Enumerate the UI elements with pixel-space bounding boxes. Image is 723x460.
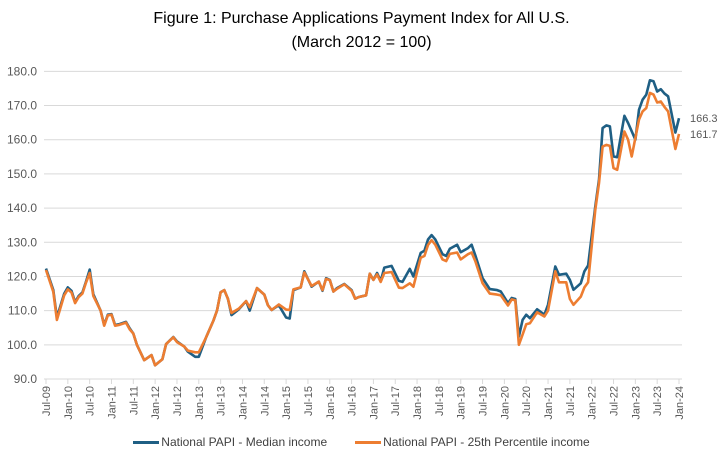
x-tick-label: Jul-12 <box>172 386 184 416</box>
x-tick-label: Jul-18 <box>434 386 446 416</box>
y-tick-label: 100.0 <box>7 338 37 352</box>
x-tick-label: Jul-21 <box>565 386 577 416</box>
x-tick-label: Jan-15 <box>281 386 293 420</box>
legend: National PAPI - Median income National P… <box>0 435 723 449</box>
x-tick-label: Jul-16 <box>347 386 359 416</box>
y-tick-label: 120.0 <box>7 269 37 283</box>
x-tick-label: Jul-22 <box>609 386 621 416</box>
x-tick-label: Jul-09 <box>41 386 53 416</box>
x-tick-label: Jan-16 <box>325 386 337 420</box>
legend-item-25th: National PAPI - 25th Percentile income <box>355 435 590 449</box>
y-tick-label: 90.0 <box>14 372 38 386</box>
y-tick-label: 140.0 <box>7 201 37 215</box>
x-tick-label: Jan-13 <box>194 386 206 420</box>
legend-item-median: National PAPI - Median income <box>133 435 327 449</box>
x-tick-label: Jan-22 <box>587 386 599 420</box>
series-line-25th-percentile <box>44 91 681 367</box>
x-tick-label: Jul-23 <box>652 386 664 416</box>
y-tick-label: 110.0 <box>8 304 37 318</box>
x-tick-label: Jan-19 <box>456 386 468 420</box>
x-tick-label: Jan-17 <box>368 386 380 420</box>
x-tick-label: Jan-14 <box>237 386 249 420</box>
x-tick-label: Jan-12 <box>150 386 162 420</box>
y-tick-label: 180.0 <box>7 64 37 78</box>
legend-label-25th: National PAPI - 25th Percentile income <box>383 435 590 449</box>
y-tick-label: 170.0 <box>7 99 37 113</box>
x-tick-label: Jul-14 <box>259 386 271 416</box>
x-tick-label: Jul-11 <box>128 386 140 415</box>
x-tick-label: Jan-18 <box>412 386 424 420</box>
x-tick-label: Jan-20 <box>499 386 511 420</box>
x-tick-label: Jan-10 <box>63 386 75 420</box>
y-tick-label: 150.0 <box>7 167 37 181</box>
end-value-label: 166.3 <box>690 113 718 125</box>
x-tick-label: Jul-15 <box>303 386 315 416</box>
x-tick-label: Jul-10 <box>85 386 97 416</box>
end-value-label: 161.7 <box>690 129 718 141</box>
x-tick-label: Jul-20 <box>521 386 533 416</box>
x-tick-label: Jan-24 <box>674 386 686 420</box>
x-tick-label: Jul-19 <box>478 386 490 416</box>
chart-title: Figure 1: Purchase Applications Payment … <box>153 10 570 27</box>
y-tick-label: 130.0 <box>7 235 37 249</box>
y-tick-label: 160.0 <box>7 133 37 147</box>
x-tick-label: Jan-23 <box>630 386 642 420</box>
x-tick-label: Jan-11 <box>106 386 118 419</box>
series-line-median <box>44 79 681 367</box>
x-tick-label: Jan-21 <box>543 386 555 420</box>
x-tick-label: Jul-13 <box>216 386 228 416</box>
legend-swatch-median <box>133 440 160 444</box>
chart-subtitle: (March 2012 = 100) <box>291 34 432 51</box>
x-tick-label: Jul-17 <box>390 386 402 416</box>
legend-label-median: National PAPI - Median income <box>161 435 328 449</box>
chart-plot: 90.0 100.0 110.0 120.0 130.0 140.0 150.0 160.0 1… <box>7 64 718 420</box>
legend-swatch-25th <box>355 440 382 444</box>
